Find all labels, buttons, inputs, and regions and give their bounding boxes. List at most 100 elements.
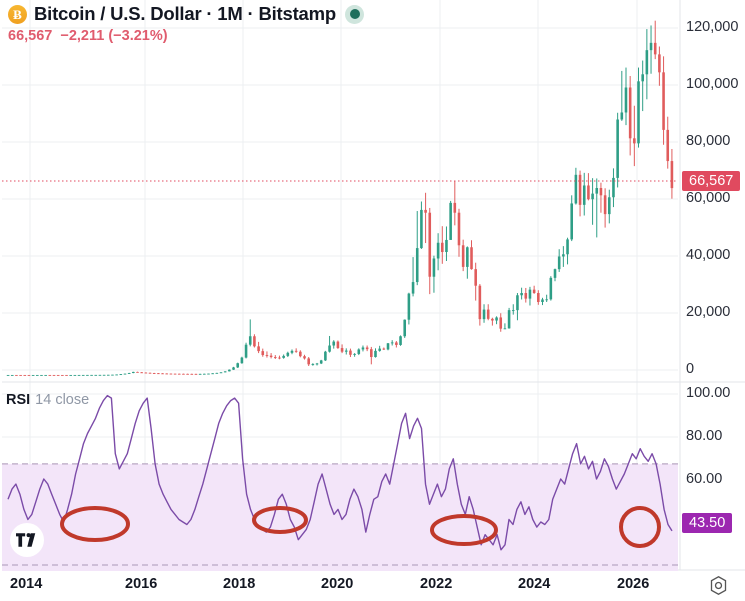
- candle-body: [478, 285, 482, 320]
- candle-body: [119, 374, 123, 376]
- candle-body: [607, 197, 611, 215]
- candle-body: [207, 373, 210, 375]
- rsi-indicator-name[interactable]: RSI: [6, 392, 31, 408]
- chart-settings-gear-icon[interactable]: [708, 575, 729, 596]
- candle-body: [378, 348, 381, 351]
- time-axis-label-2022: 2022: [420, 576, 453, 592]
- candle-body: [299, 351, 302, 357]
- candle-body: [15, 374, 18, 376]
- candle-body: [507, 310, 511, 329]
- candle-body: [10, 374, 14, 376]
- candle-body: [541, 299, 544, 302]
- candle-body: [315, 363, 319, 365]
- candle-body: [253, 336, 256, 347]
- candle-body: [152, 373, 156, 374]
- rsi-indicator-params[interactable]: 14 close: [35, 392, 90, 408]
- candle-body: [653, 42, 657, 55]
- candle-body: [157, 373, 160, 375]
- candle-body: [273, 357, 277, 358]
- candle-body: [461, 245, 465, 267]
- candle-body: [144, 372, 148, 374]
- price-axis-label-3: 60,000: [686, 190, 731, 206]
- candle-body: [186, 373, 189, 375]
- candle-body: [115, 374, 118, 376]
- candle-body: [361, 347, 365, 350]
- candle-body: [587, 185, 590, 200]
- candle-body: [265, 355, 269, 356]
- candle-body: [641, 74, 644, 82]
- symbol-row[interactable]: Ƀ Bitcoin / U.S. Dollar · 1M · Bitstamp: [8, 3, 364, 25]
- candle-body: [645, 50, 649, 75]
- candle-body: [503, 328, 507, 330]
- candle-body: [90, 374, 93, 376]
- price-axis-label-4: 40,000: [686, 247, 731, 263]
- candle-body: [36, 374, 39, 376]
- current-rsi-badge[interactable]: 43.50: [682, 513, 733, 533]
- annotation-rsi-bottom-2: [252, 506, 308, 534]
- price-axis-label-5: 20,000: [686, 304, 731, 320]
- candle-body: [290, 350, 294, 353]
- candle-body: [532, 289, 536, 294]
- candle-body: [23, 374, 27, 376]
- candle-body: [370, 349, 373, 358]
- candle-body: [65, 374, 68, 376]
- candle-body: [236, 363, 240, 368]
- candle-body: [269, 355, 273, 358]
- candle-body: [466, 247, 469, 267]
- candle-body: [136, 371, 139, 373]
- rsi-axis-label-2: 60.00: [686, 471, 723, 487]
- candle-body: [169, 373, 173, 375]
- symbol-title[interactable]: Bitcoin / U.S. Dollar · 1M · Bitstamp: [34, 3, 336, 24]
- candle-body: [470, 247, 473, 270]
- candle-body: [324, 351, 327, 361]
- candle-body: [219, 372, 223, 374]
- tradingview-logo: [10, 523, 44, 557]
- candle-body: [511, 310, 515, 312]
- candle-body: [562, 254, 565, 257]
- candle-body: [215, 372, 219, 374]
- candle-body: [52, 374, 56, 376]
- candle-body: [457, 212, 461, 246]
- candle-body: [591, 193, 594, 200]
- candle-body: [537, 293, 540, 302]
- candle-body: [228, 369, 231, 372]
- candle-body: [553, 269, 557, 278]
- candle-body: [106, 374, 110, 376]
- rsi-legend[interactable]: RSI 14 close: [6, 392, 89, 408]
- candle-body: [198, 373, 202, 375]
- candle-body: [319, 360, 323, 364]
- time-axis-label-2020: 2020: [321, 576, 354, 592]
- candle-body: [81, 374, 85, 376]
- candle-body: [407, 293, 411, 320]
- candle-body: [86, 374, 89, 376]
- candle-body: [557, 256, 561, 270]
- candle-body: [374, 350, 377, 358]
- candle-body: [332, 341, 336, 346]
- candle-body: [528, 289, 532, 299]
- candle-body: [140, 372, 143, 374]
- candle-body: [436, 242, 440, 259]
- current-price-badge[interactable]: 66,567: [682, 171, 741, 191]
- price-axis-label-1: 100,000: [686, 76, 739, 92]
- candle-body: [307, 358, 310, 365]
- candle-body: [570, 203, 574, 240]
- candle-body: [424, 209, 427, 213]
- candle-body: [599, 188, 603, 196]
- candle-body: [244, 344, 248, 358]
- candle-body: [474, 269, 477, 286]
- price-axis-label-6: 0: [686, 361, 695, 377]
- rsi-line: [7, 394, 673, 551]
- time-axis-label-2014: 2014: [10, 576, 43, 592]
- candle-body: [111, 374, 114, 376]
- candle-body: [365, 347, 369, 350]
- candle-body: [411, 282, 415, 294]
- candle-body: [595, 188, 599, 194]
- candle-body: [486, 309, 490, 319]
- market-open-dot-icon: [345, 4, 364, 24]
- candle-body: [328, 345, 331, 352]
- candle-body: [127, 373, 131, 374]
- bitcoin-icon: Ƀ: [8, 4, 27, 24]
